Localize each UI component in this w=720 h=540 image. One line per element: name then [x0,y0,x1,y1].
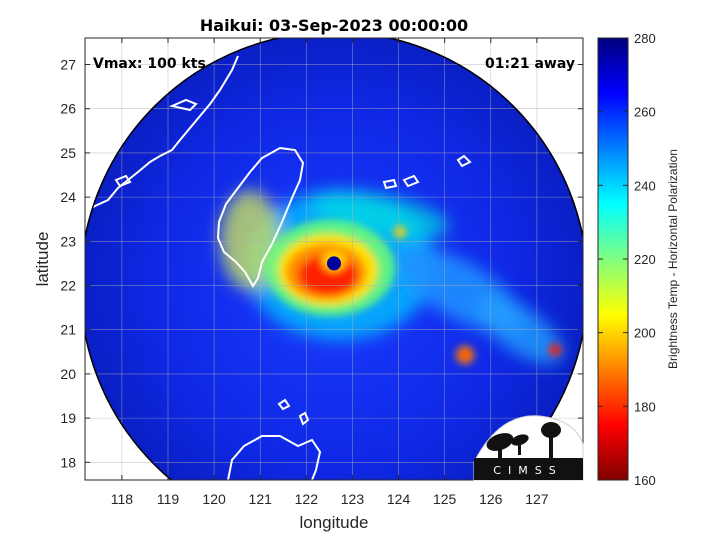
storm-eye [327,256,341,271]
okinawa-coastline [567,77,583,101]
x-axis-label: longitude [299,513,368,532]
blob-far-east [549,344,561,356]
vmax-annotation: Vmax: 100 kts [93,56,206,72]
colorbar-tick-label: 200 [634,326,656,341]
ryukyu-island-b [402,174,420,188]
x-tick-label: 127 [525,491,549,507]
colorbar-tick-label: 220 [634,252,656,267]
x-tick-label: 118 [111,491,134,507]
colorbar-tick-label: 160 [634,473,656,488]
colorbar-label: Brightness Temp - Horizontal Polarizatio… [666,149,680,369]
ryukyu-island-c [456,154,472,168]
y-tick-label: 18 [60,454,76,470]
x-tick-label: 124 [387,491,411,507]
blob-north [394,226,406,238]
logo-dish-2 [511,434,529,446]
colorbar-tick-label: 180 [634,399,656,414]
blob-east-core [461,351,469,359]
x-tick-label: 120 [202,491,226,507]
y-tick-label: 23 [60,233,76,249]
brightness-temp-swath [85,38,583,480]
colorbar-tick-label: 260 [634,105,656,120]
ryukyu-island-a [382,178,398,190]
taiwan-coastline [216,146,305,288]
plot-frame [84,37,584,481]
y-tick-label: 19 [60,410,76,426]
x-tick-label: 121 [249,491,273,507]
y-tick-label: 20 [60,366,76,382]
coastlines [85,55,583,480]
china-islands [114,98,198,188]
colorbar-tick-label: 240 [634,178,656,193]
x-tick-label: 123 [341,491,365,507]
china-coastline [85,55,239,213]
x-axis-ticks: 118 119 120 121 122 123 124 125 126 127 [111,38,549,507]
babuyan-island [277,398,291,411]
logo-tower-top [541,422,561,438]
taiwan-convection [220,190,280,290]
logo-dish-1 [486,433,514,451]
x-tick-label: 122 [295,491,319,507]
logo-text: CIMSS [493,464,562,477]
y-tick-label: 24 [60,189,76,205]
cimss-logo: CIMSS [473,415,584,481]
chart-title: Haikui: 03-Sep-2023 00:00:00 [200,16,468,35]
y-tick-label: 26 [60,101,76,117]
y-axis-label: latitude [33,232,52,287]
logo-tower-leg [549,436,553,458]
x-tick-label: 125 [433,491,457,507]
colorbar-ticks: 160 180 200 220 240 260 280 [598,31,656,488]
x-tick-label: 126 [479,491,503,507]
batanes-island [298,411,310,426]
colorbar-tick-label: 280 [634,31,656,46]
grid-lines [85,38,583,480]
y-tick-label: 21 [60,322,76,338]
x-tick-label: 119 [157,491,180,507]
logo-banner [474,458,583,480]
luzon-coastline [227,435,322,480]
y-tick-label: 27 [60,57,76,73]
time-away-annotation: 01:21 away [485,56,575,72]
y-tick-label: 25 [60,145,76,161]
logo-dish-1-stand [498,446,502,458]
y-axis-ticks: 18 19 20 21 22 23 24 25 26 27 [60,57,583,470]
y-tick-label: 22 [60,278,76,294]
logo-dish-2-stand [518,443,521,455]
